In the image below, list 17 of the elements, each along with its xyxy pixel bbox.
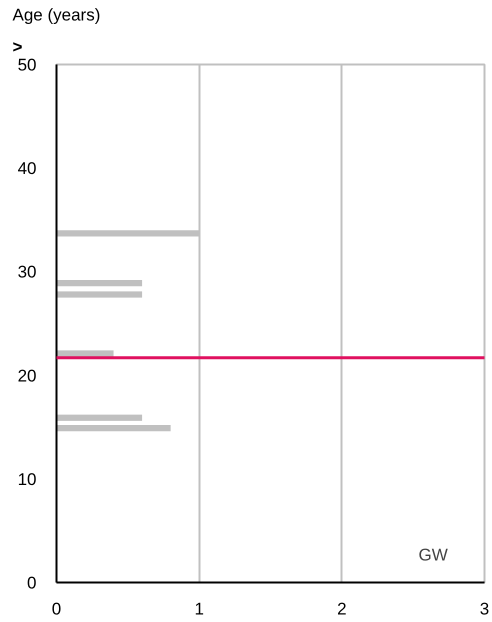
y-tick-label: 20 — [18, 366, 37, 386]
bar — [56, 425, 171, 432]
annotation: GW — [418, 546, 448, 564]
x-tick-label: 1 — [194, 600, 204, 618]
x-tick-label: 0 — [52, 600, 62, 618]
text: > — [12, 38, 22, 56]
y-axis-title: Age (years) — [12, 6, 100, 24]
y-tick-label: 0 — [27, 574, 37, 592]
bar — [56, 414, 142, 421]
x-tick-label: 3 — [480, 600, 490, 618]
y-tick-label: 30 — [18, 262, 37, 282]
x-tick-label: 2 — [337, 600, 347, 618]
bar — [56, 291, 142, 298]
y-tick-label: 40 — [18, 159, 37, 178]
y-tick-label: 10 — [18, 470, 37, 489]
y-tick-label: 50 — [18, 56, 37, 74]
bar — [56, 280, 142, 286]
